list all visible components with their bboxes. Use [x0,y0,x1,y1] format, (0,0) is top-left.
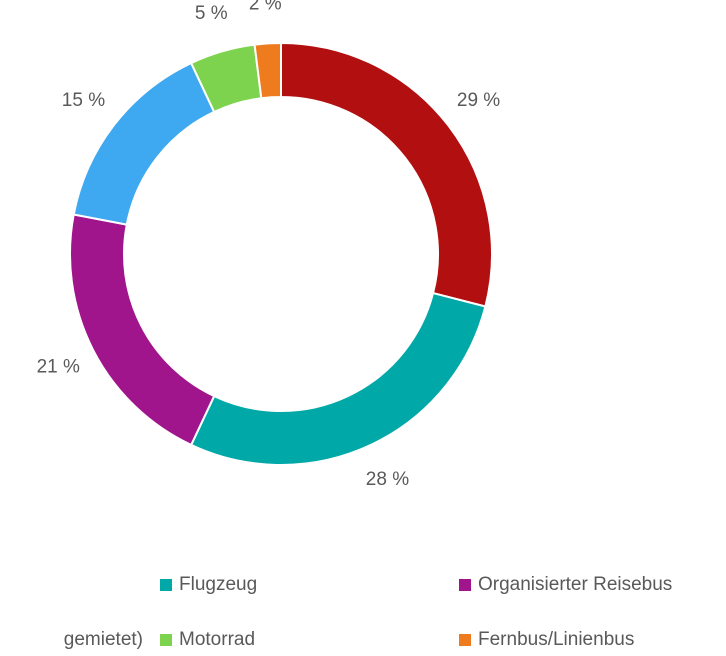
legend-label: gemietet) [64,629,143,650]
donut-slice [253,41,282,100]
legend-swatch [160,579,172,591]
data-label: 28 % [366,469,409,490]
data-label: 2 % [249,0,282,15]
legend-label: Fernbus/Linienbus [478,629,634,650]
legend-label: Flugzeug [179,574,257,595]
donut-slice [69,213,216,447]
data-label: 5 % [195,3,228,24]
donut-slice [72,61,216,226]
legend-swatch [459,634,471,646]
donut-slice [189,291,487,466]
data-label: 15 % [62,90,105,111]
legend-swatch [160,634,172,646]
legend-label: Organisierter Reisebus [478,574,672,595]
data-label: 21 % [37,357,80,378]
legend-label: Motorrad [179,629,255,650]
legend-swatch [459,579,471,591]
data-label: 29 % [457,90,500,111]
donut-slice [280,41,493,308]
